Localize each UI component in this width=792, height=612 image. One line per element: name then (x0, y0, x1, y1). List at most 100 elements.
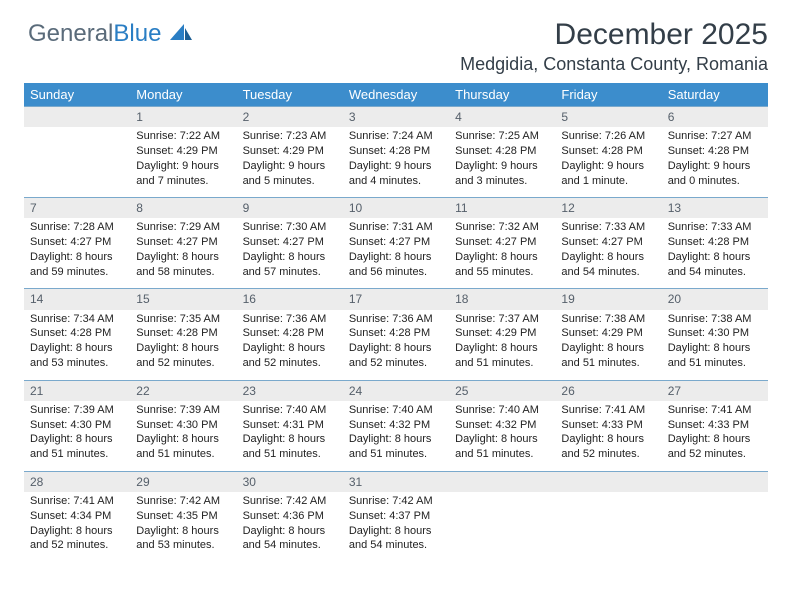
sunset-line: Sunset: 4:32 PM (455, 418, 549, 433)
brand-logo: GeneralBlue (28, 20, 192, 49)
daylight-line: Daylight: 9 hours and 3 minutes. (455, 159, 549, 189)
calendar-day-cell: 14 Sunrise: 7:34 AMSunset: 4:28 PMDayligh… (24, 289, 130, 380)
day-number: 3 (343, 107, 449, 127)
calendar-day-cell: 10Sunrise: 7:31 AMSunset: 4:27 PMDayligh… (343, 198, 449, 289)
daylight-line: Daylight: 8 hours and 51 minutes. (455, 432, 549, 462)
calendar-day-cell: 24Sunrise: 7:40 AMSunset: 4:32 PMDayligh… (343, 380, 449, 471)
sunrise-line: Sunrise: 7:35 AM (136, 312, 230, 327)
daylight-line: Daylight: 8 hours and 51 minutes. (668, 341, 762, 371)
day-details: Sunrise: 7:22 AMSunset: 4:29 PMDaylight:… (130, 127, 236, 197)
daylight-line: Daylight: 9 hours and 7 minutes. (136, 159, 230, 189)
sunset-line: Sunset: 4:37 PM (349, 509, 443, 524)
calendar-week-row: 28Sunrise: 7:41 AMSunset: 4:34 PMDayligh… (24, 471, 768, 562)
daylight-line: Daylight: 8 hours and 58 minutes. (136, 250, 230, 280)
sunset-line: Sunset: 4:29 PM (136, 144, 230, 159)
sunrise-line: Sunrise: 7:33 AM (668, 220, 762, 235)
calendar-day-cell: 15Sunrise: 7:35 AMSunset: 4:28 PMDayligh… (130, 289, 236, 380)
day-number: 30 (237, 472, 343, 492)
sunset-line: Sunset: 4:28 PM (455, 144, 549, 159)
sunrise-line: Sunrise: 7:41 AM (30, 494, 124, 509)
day-details: Sunrise: 7:36 AMSunset: 4:28 PMDaylight:… (343, 310, 449, 380)
calendar-day-cell (662, 471, 768, 562)
calendar-day-cell: 19Sunrise: 7:38 AMSunset: 4:29 PMDayligh… (555, 289, 661, 380)
day-number: 6 (662, 107, 768, 127)
daylight-line: Daylight: 8 hours and 59 minutes. (30, 250, 124, 280)
day-details: Sunrise: 7:38 AMSunset: 4:30 PMDaylight:… (662, 310, 768, 380)
day-number: 21 (24, 381, 130, 401)
day-details: Sunrise: 7:41 AMSunset: 4:33 PMDaylight:… (662, 401, 768, 471)
sail-icon (170, 21, 192, 49)
daylight-line: Daylight: 8 hours and 52 minutes. (30, 524, 124, 554)
weekday-header: Sunday (24, 83, 130, 107)
day-number: 5 (555, 107, 661, 127)
day-details: Sunrise: 7:41 AMSunset: 4:33 PMDaylight:… (555, 401, 661, 471)
calendar-day-cell: 13 Sunrise: 7:33 AMSunset: 4:28 PMDayligh… (662, 198, 768, 289)
daylight-line: Daylight: 8 hours and 51 minutes. (136, 432, 230, 462)
sunrise-line: Sunrise: 7:34 AM (30, 312, 124, 327)
day-number: 31 (343, 472, 449, 492)
day-details: Sunrise: 7:39 AMSunset: 4:30 PMDaylight:… (24, 401, 130, 471)
day-details: Sunrise: 7:23 AMSunset: 4:29 PMDaylight:… (237, 127, 343, 197)
daylight-line: Daylight: 9 hours and 0 minutes. (668, 159, 762, 189)
sunset-line: Sunset: 4:29 PM (243, 144, 337, 159)
calendar-day-cell: 9Sunrise: 7:30 AMSunset: 4:27 PMDaylight… (237, 198, 343, 289)
weekday-header: Monday (130, 83, 236, 107)
calendar-day-cell: 20Sunrise: 7:38 AMSunset: 4:30 PMDayligh… (662, 289, 768, 380)
day-details: Sunrise: 7:40 AMSunset: 4:32 PMDaylight:… (343, 401, 449, 471)
day-details: Sunrise: 7:37 AMSunset: 4:29 PMDaylight:… (449, 310, 555, 380)
sunset-line: Sunset: 4:28 PM (668, 235, 762, 250)
day-number: 27 (662, 381, 768, 401)
day-number: 13 (662, 198, 768, 218)
day-number: 23 (237, 381, 343, 401)
day-number: 14 (24, 289, 130, 309)
sunset-line: Sunset: 4:27 PM (455, 235, 549, 250)
day-details: Sunrise: 7:40 AMSunset: 4:31 PMDaylight:… (237, 401, 343, 471)
day-number: 20 (662, 289, 768, 309)
sunrise-line: Sunrise: 7:42 AM (243, 494, 337, 509)
daylight-line: Daylight: 8 hours and 54 minutes. (349, 524, 443, 554)
sunset-line: Sunset: 4:27 PM (349, 235, 443, 250)
daylight-line: Daylight: 8 hours and 51 minutes. (561, 341, 655, 371)
day-number: 28 (24, 472, 130, 492)
daylight-line: Daylight: 8 hours and 54 minutes. (668, 250, 762, 280)
sunrise-line: Sunrise: 7:24 AM (349, 129, 443, 144)
daylight-line: Daylight: 8 hours and 53 minutes. (30, 341, 124, 371)
weekday-header-row: SundayMondayTuesdayWednesdayThursdayFrid… (24, 83, 768, 107)
calendar-day-cell: 2Sunrise: 7:23 AMSunset: 4:29 PMDaylight… (237, 107, 343, 198)
sunset-line: Sunset: 4:28 PM (136, 326, 230, 341)
daylight-line: Daylight: 8 hours and 52 minutes. (136, 341, 230, 371)
sunrise-line: Sunrise: 7:37 AM (455, 312, 549, 327)
calendar-day-cell (449, 471, 555, 562)
calendar-day-cell: 6Sunrise: 7:27 AMSunset: 4:28 PMDaylight… (662, 107, 768, 198)
daylight-line: Daylight: 8 hours and 51 minutes. (455, 341, 549, 371)
weekday-header: Wednesday (343, 83, 449, 107)
sunrise-line: Sunrise: 7:36 AM (243, 312, 337, 327)
sunset-line: Sunset: 4:30 PM (668, 326, 762, 341)
calendar-day-cell: 31Sunrise: 7:42 AMSunset: 4:37 PMDayligh… (343, 471, 449, 562)
sunset-line: Sunset: 4:33 PM (561, 418, 655, 433)
day-number: 8 (130, 198, 236, 218)
day-details: Sunrise: 7:42 AMSunset: 4:35 PMDaylight:… (130, 492, 236, 562)
calendar-day-cell: 17Sunrise: 7:36 AMSunset: 4:28 PMDayligh… (343, 289, 449, 380)
day-details-empty (449, 492, 555, 562)
day-details-empty (555, 492, 661, 562)
day-number: 22 (130, 381, 236, 401)
sunset-line: Sunset: 4:29 PM (455, 326, 549, 341)
calendar-day-cell: 7Sunrise: 7:28 AMSunset: 4:27 PMDaylight… (24, 198, 130, 289)
daylight-line: Daylight: 8 hours and 57 minutes. (243, 250, 337, 280)
weekday-header: Saturday (662, 83, 768, 107)
calendar-day-cell: 26Sunrise: 7:41 AMSunset: 4:33 PMDayligh… (555, 380, 661, 471)
sunset-line: Sunset: 4:33 PM (668, 418, 762, 433)
day-number-empty (662, 472, 768, 492)
day-number: 12 (555, 198, 661, 218)
day-details: Sunrise: 7:39 AMSunset: 4:30 PMDaylight:… (130, 401, 236, 471)
day-number: 19 (555, 289, 661, 309)
sunset-line: Sunset: 4:28 PM (30, 326, 124, 341)
calendar-day-cell: 8Sunrise: 7:29 AMSunset: 4:27 PMDaylight… (130, 198, 236, 289)
weekday-header: Friday (555, 83, 661, 107)
day-number: 10 (343, 198, 449, 218)
calendar-week-row: 14Sunrise: 7:34 AMSunset: 4:28 PMDayligh… (24, 289, 768, 380)
calendar-day-cell (24, 107, 130, 198)
sunrise-line: Sunrise: 7:26 AM (561, 129, 655, 144)
day-number-empty (24, 107, 130, 127)
